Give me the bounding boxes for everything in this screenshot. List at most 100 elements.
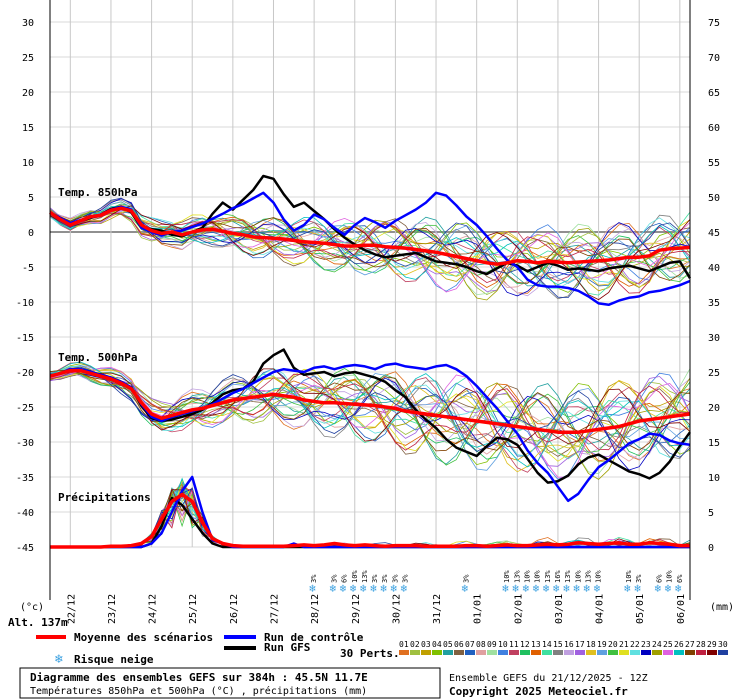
pert-line-500: [49, 370, 691, 451]
pert-label: 27: [685, 640, 695, 649]
pert-swatch: [487, 650, 497, 655]
y-left-tick: -40: [16, 508, 34, 519]
x-tick: 24/12: [148, 594, 159, 624]
snow-pct: 13%: [584, 570, 592, 583]
pert-swatch: [476, 650, 486, 655]
snow-risk-row: 3%❄3%❄6%❄10%❄13%❄3%❄3%❄3%❄3%❄3%❄10%❄13%❄…: [309, 570, 684, 595]
snow-pct: 13%: [361, 570, 369, 583]
pert-label: 28: [696, 640, 706, 649]
snowflake-icon: ❄: [533, 582, 540, 595]
snowflake-icon: ❄: [543, 582, 550, 595]
ensemble-date: Ensemble GEFS du 21/12/2025 - 12Z: [449, 673, 648, 684]
snow-pct: 6%: [341, 574, 349, 583]
pert-label: 11: [509, 640, 519, 649]
snowflake-icon: ❄: [350, 582, 357, 595]
snowflake-icon: ❄: [675, 582, 682, 595]
snow-pct: 10%: [625, 570, 633, 583]
snow-pct: 10%: [574, 570, 582, 583]
snow-pct: 13%: [544, 570, 552, 583]
main-series-lines: [49, 174, 692, 549]
pert-line-850: [49, 209, 691, 301]
pert-label: 26: [674, 640, 684, 649]
x-tick: 27/12: [269, 594, 280, 624]
pert-line-850: [49, 205, 691, 301]
pert-label: 16: [564, 640, 574, 649]
pert-swatch: [674, 650, 684, 655]
pert-line-500: [49, 372, 691, 480]
series-mean_t500: [49, 368, 691, 434]
pert-swatch: [597, 650, 607, 655]
y-left-tick: 0: [28, 228, 34, 239]
pert-legend: 01 02 03 04 05 06 07 08 09 10 11 12 13 14 15 16 17 18 19 20…: [399, 640, 728, 655]
pert-label: 02: [410, 640, 420, 649]
pert-swatch: [454, 650, 464, 655]
snow-pct: 13%: [564, 570, 572, 583]
x-tick: 02/01: [513, 594, 524, 624]
y-left-tick: -10: [16, 298, 34, 309]
y-right-tick: 70: [708, 53, 720, 64]
snow-pct: 3%: [635, 574, 643, 583]
pert-label: 15: [553, 640, 563, 649]
x-tick: 04/01: [595, 594, 606, 624]
x-tick: 31/12: [432, 594, 443, 624]
snow-pct: 6%: [656, 574, 664, 583]
pert-label: 10: [498, 640, 508, 649]
y-left-tick: 30: [22, 18, 34, 29]
y-right-tick: 45: [708, 228, 720, 239]
snow-pct: 3%: [330, 574, 338, 583]
legend-snow: Risque neige: [74, 653, 154, 666]
pert-swatch: [443, 650, 453, 655]
snowflake-icon: ❄: [309, 582, 316, 595]
pert-swatch: [586, 650, 596, 655]
pert-label: 19: [597, 640, 607, 649]
snowflake-icon: ❄: [583, 582, 590, 595]
y-left-tick: -25: [16, 403, 34, 414]
y-right-tick: 25: [708, 368, 720, 379]
snow-pct: 3%: [463, 574, 471, 583]
left-unit: (°c): [20, 602, 44, 613]
x-tick: 01/01: [473, 594, 484, 624]
pert-label: 23: [641, 640, 651, 649]
pert-label: 14: [542, 640, 552, 649]
snow-pct: 16%: [554, 570, 562, 583]
snowflake-icon: ❄: [390, 582, 397, 595]
pert-swatch: [608, 650, 618, 655]
y-left-tick: 10: [22, 158, 34, 169]
pert-label: 07: [465, 640, 475, 649]
snow-pct: 3%: [371, 574, 379, 583]
y-right-tick: 20: [708, 403, 720, 414]
pert-swatch: [685, 650, 695, 655]
y-right-tick: 15: [708, 438, 720, 449]
legend-gfs: Run GFS: [264, 641, 310, 654]
pert-swatch: [498, 650, 508, 655]
snowflake-icon: ❄: [360, 582, 367, 595]
snow-pct: 3%: [381, 574, 389, 583]
pert-line-500: [49, 368, 691, 475]
snowflake-icon: ❄: [502, 582, 509, 595]
y-right-tick: 35: [708, 298, 720, 309]
series-control_t500: [49, 362, 691, 503]
snow-pct: 10%: [523, 570, 531, 583]
x-tick: 25/12: [188, 594, 199, 624]
y-left-tick: -20: [16, 368, 34, 379]
y-right-tick: 10: [708, 473, 720, 484]
x-tick: 05/01: [635, 594, 646, 624]
pert-line-500: [49, 369, 691, 452]
snowflake-icon: ❄: [380, 582, 387, 595]
pert-swatch: [421, 650, 431, 655]
snowflake-icon: ❄: [563, 582, 570, 595]
right-unit: (mm): [710, 602, 734, 613]
snowflake-icon: ❄: [370, 582, 377, 595]
x-tick: 26/12: [229, 594, 240, 624]
pert-label: 12: [520, 640, 530, 649]
snow-pct: 3%: [391, 574, 399, 583]
series-mean_t850: [49, 206, 691, 266]
x-tick: 30/12: [391, 594, 402, 624]
y-right-tick: 65: [708, 88, 720, 99]
pert-label: 17: [575, 640, 585, 649]
pert-label: 04: [432, 640, 442, 649]
info-title: Diagramme des ensembles GEFS sur 384h : …: [30, 671, 368, 684]
y-left-tick: -35: [16, 473, 34, 484]
snowflake-icon: ❄: [573, 582, 580, 595]
y-left-tick: 25: [22, 53, 34, 64]
